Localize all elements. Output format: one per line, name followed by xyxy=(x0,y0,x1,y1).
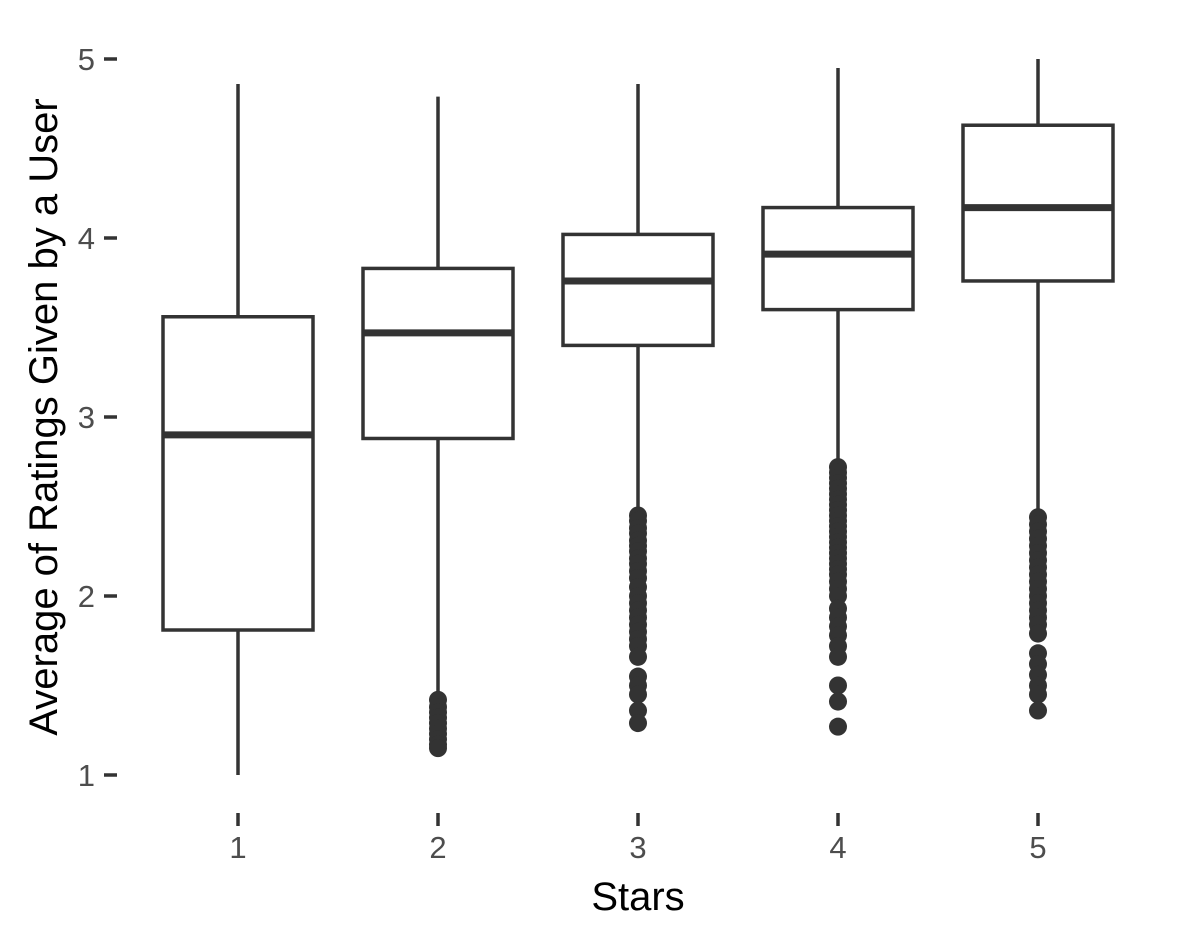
x-axis: 1 2 3 4 5 xyxy=(229,813,1047,865)
y-axis: 1 2 3 4 5 xyxy=(78,42,117,793)
outlier-point xyxy=(829,717,847,736)
y-tick-label: 4 xyxy=(78,221,95,256)
outlier-point xyxy=(629,714,647,733)
iqr-box xyxy=(361,266,515,441)
x-tick-label: 5 xyxy=(1029,830,1046,865)
iqr-box xyxy=(761,205,915,312)
outlier-point xyxy=(429,739,447,758)
y-tick-label: 3 xyxy=(78,400,95,435)
iqr-box xyxy=(161,315,315,632)
outlier-point xyxy=(629,647,647,666)
box-group xyxy=(761,67,915,736)
box-group xyxy=(561,84,715,733)
x-tick-label: 4 xyxy=(829,830,846,865)
y-tick-label: 2 xyxy=(78,579,95,614)
y-tick-label: 5 xyxy=(78,42,95,77)
outlier-point xyxy=(629,685,647,704)
y-tick-label: 1 xyxy=(78,758,95,793)
x-tick-label: 2 xyxy=(429,830,446,865)
outlier-point xyxy=(829,676,847,695)
outlier-point xyxy=(829,647,847,666)
box-group xyxy=(361,96,515,758)
outlier-point xyxy=(1029,685,1047,704)
outlier-point xyxy=(1029,701,1047,720)
outlier-point xyxy=(829,587,847,605)
iqr-box xyxy=(561,232,715,348)
box-group xyxy=(161,84,315,775)
x-tick-label: 3 xyxy=(629,830,646,865)
boxes-layer xyxy=(161,59,1115,775)
y-axis-title: Average of Ratings Given by a User xyxy=(22,98,66,735)
outlier-point xyxy=(629,701,647,720)
iqr-box xyxy=(961,123,1115,283)
x-tick-label: 1 xyxy=(229,830,246,865)
box-group xyxy=(961,59,1115,720)
outlier-point xyxy=(1029,624,1047,643)
outlier-point xyxy=(829,692,847,711)
x-axis-title: Stars xyxy=(591,875,684,919)
